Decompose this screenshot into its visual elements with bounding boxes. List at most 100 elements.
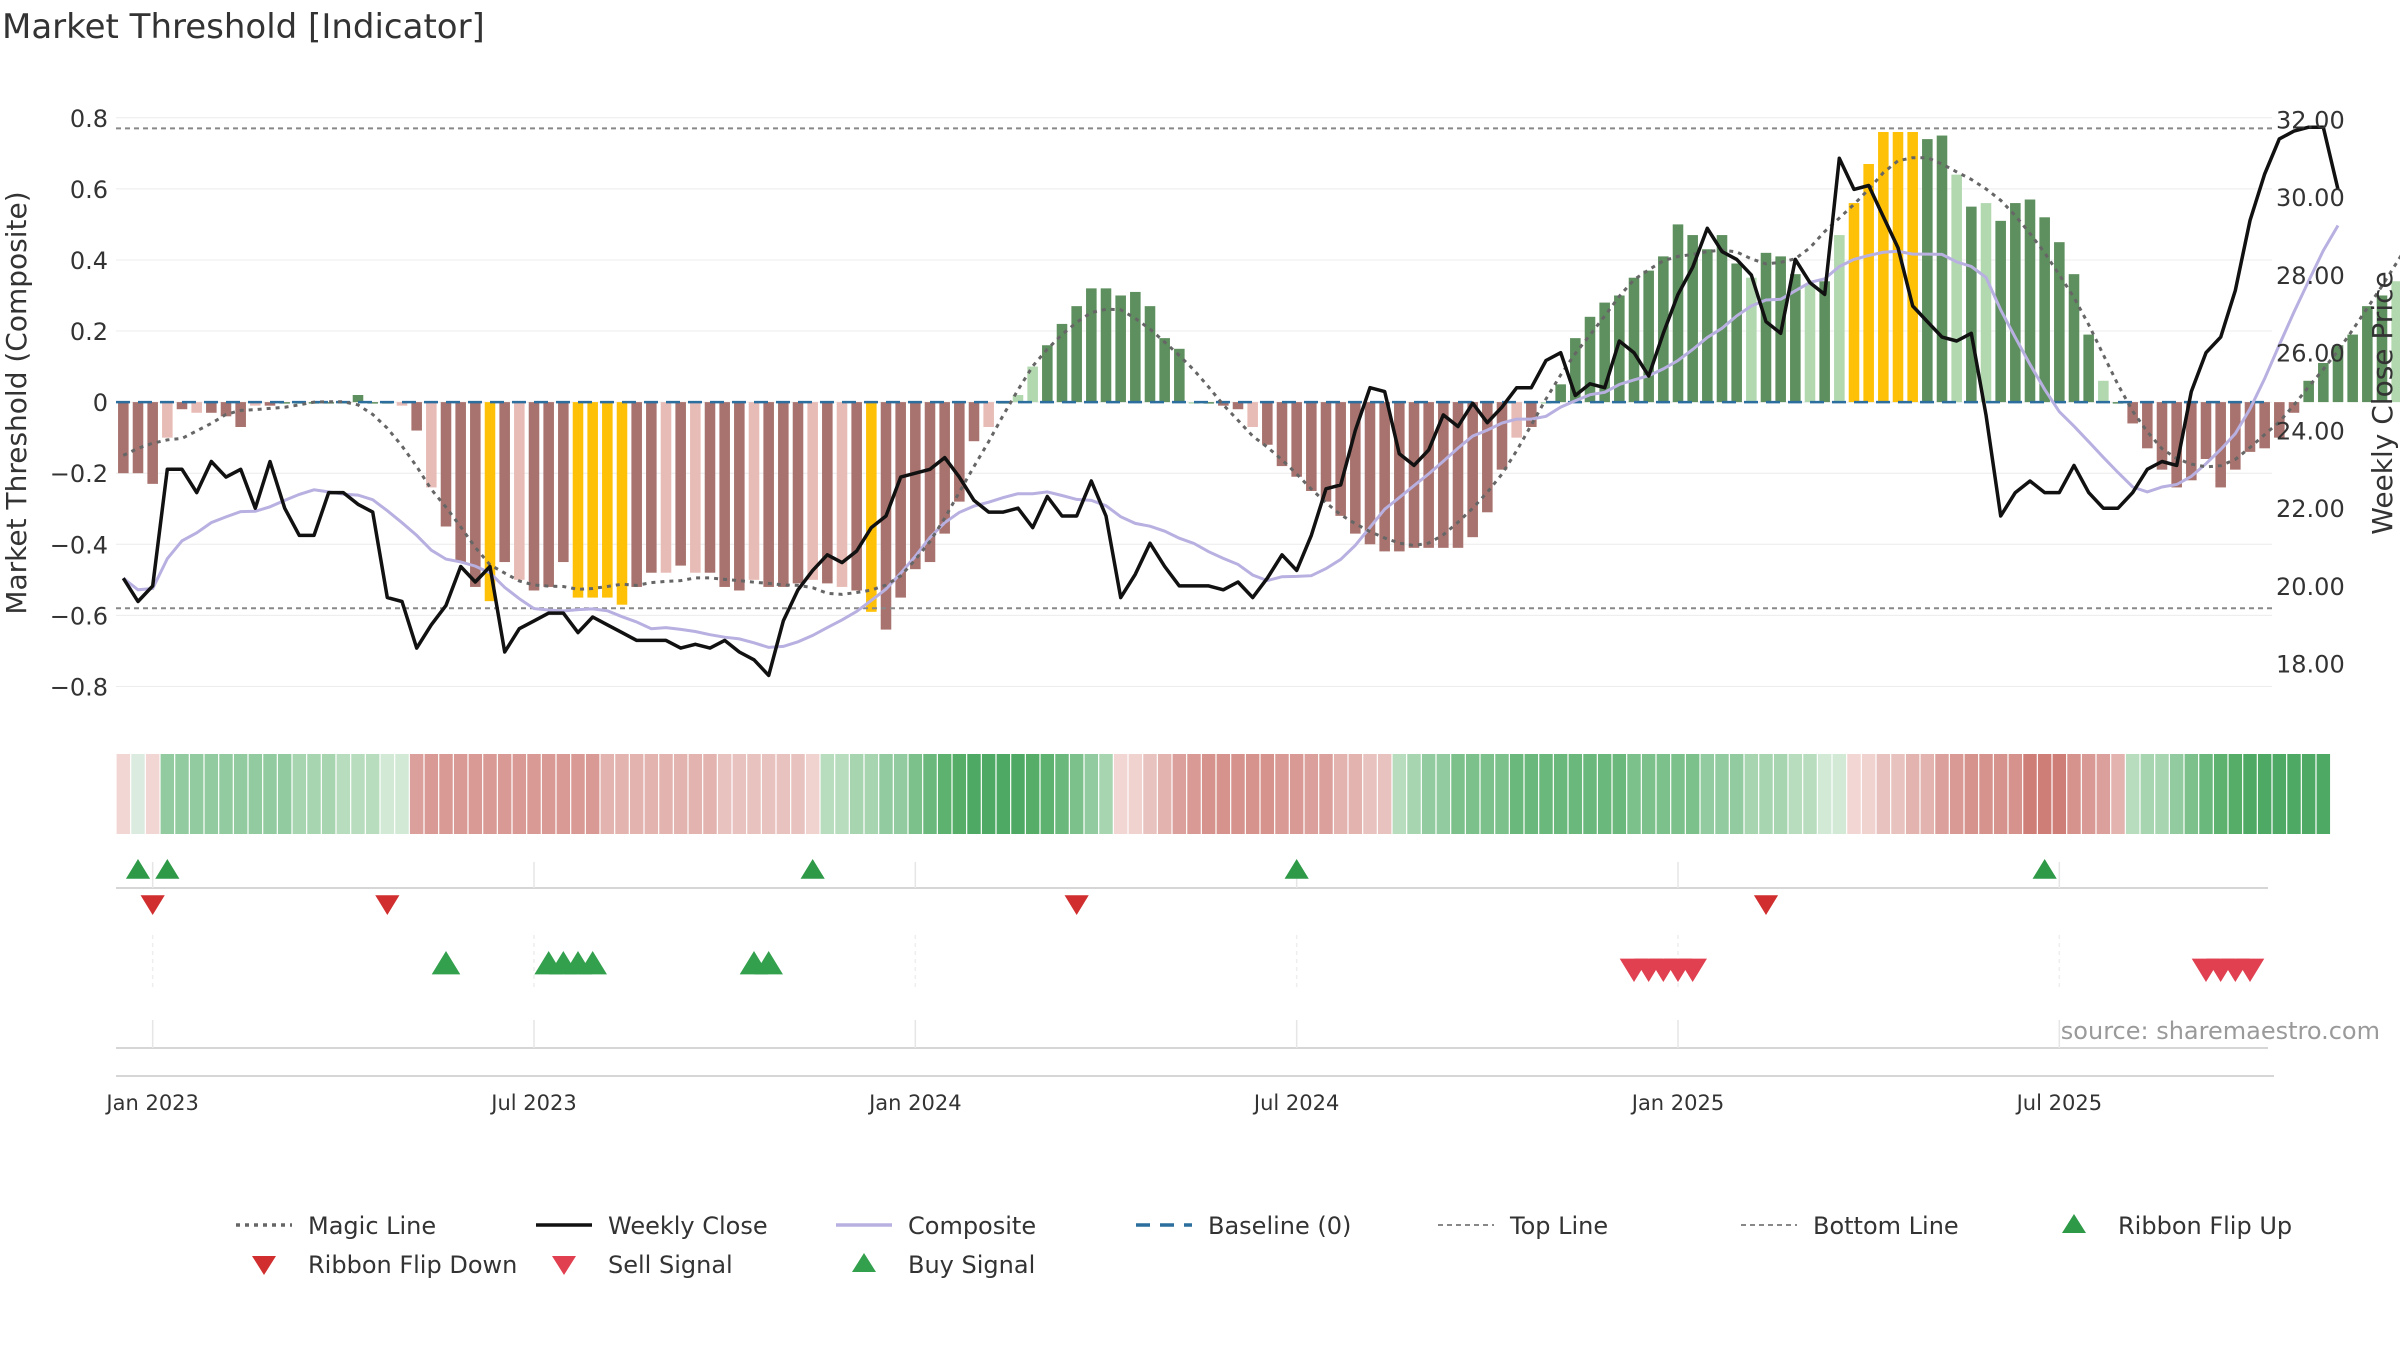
ribbon-cell (1216, 754, 1231, 834)
composite-bar (1834, 235, 1845, 403)
ribbon-cell (600, 754, 615, 834)
composite-bar (1086, 288, 1097, 403)
left-tick-label: 0.4 (70, 247, 108, 275)
ribbon-cell (1275, 754, 1289, 834)
composite-bar (176, 402, 188, 410)
composite-bar (1174, 348, 1185, 403)
ribbon-cell (2272, 754, 2287, 834)
ribbon-cell (1143, 754, 1157, 834)
composite-bar (2274, 402, 2285, 438)
ribbon-cell (160, 754, 175, 834)
ribbon-cell (145, 754, 160, 834)
legend-label: Weekly Close (608, 1212, 768, 1240)
ribbon-cell (1832, 754, 1847, 834)
composite-bar (396, 402, 408, 406)
legend-label: Magic Line (308, 1212, 436, 1240)
composite-bar (1262, 402, 1273, 445)
composite-bar (602, 402, 613, 598)
composite-bar (1922, 139, 1933, 403)
ribbon-flip-down-marker (375, 895, 400, 915)
ribbon-cell (629, 754, 644, 834)
ribbon-cell (1744, 754, 1759, 834)
legend-item: Weekly Close (536, 1212, 768, 1240)
legend-item: Composite (836, 1212, 1036, 1240)
composite-bar (719, 402, 730, 587)
ribbon-cell (761, 754, 776, 834)
ribbon-cell (204, 754, 219, 834)
composite-bar (572, 402, 584, 598)
composite-bar (1218, 402, 1229, 406)
composite-bar (528, 402, 540, 591)
ribbon-cell (1084, 754, 1099, 834)
composite-bar (1526, 402, 1537, 427)
ribbon-cell (1627, 754, 1641, 834)
ribbon-flip-down-marker (1064, 895, 1089, 915)
x-tick-label: Jul 2023 (489, 1091, 576, 1115)
composite-bar (118, 402, 129, 474)
x-tick-label: Jan 2024 (867, 1091, 962, 1115)
composite-bar (1100, 288, 1112, 403)
legend-label: Ribbon Flip Up (2118, 1212, 2292, 1240)
ribbon-cell (1260, 754, 1275, 834)
ribbon-cell (659, 754, 673, 834)
ribbon-cell (2037, 754, 2052, 834)
composite-bar (220, 402, 232, 417)
source-note: source: sharemaestro.com (2061, 1017, 2380, 1045)
composite-bar (1584, 316, 1596, 403)
ribbon-cell (717, 754, 732, 834)
composite-bar (2215, 402, 2226, 488)
ribbon-cell (2140, 754, 2155, 834)
composite-bar (191, 402, 202, 413)
ribbon-cell (1187, 754, 1201, 834)
ribbon-cell (2052, 754, 2067, 834)
ribbon-cell (1539, 754, 1553, 834)
ribbon-cell (116, 754, 131, 834)
ribbon-cell (864, 754, 879, 834)
composite-bar (954, 402, 965, 502)
composite-bar (514, 402, 525, 580)
ribbon-cell (2081, 754, 2096, 834)
ribbon-cell (1524, 754, 1539, 834)
ribbon-cell (424, 754, 439, 834)
buy-signal-marker (578, 951, 607, 975)
ribbon-cell (189, 754, 204, 834)
composite-bar (1555, 384, 1566, 403)
ribbon-flip-down-marker (140, 895, 165, 915)
composite-bar (1936, 135, 1948, 403)
right-axis-ticks: 32.00 30.00 28.00 26.00 24.00 22.00 20.00 18.00 (2276, 106, 2345, 678)
composite-bar (1980, 203, 1992, 403)
ribbon-cell (1451, 754, 1465, 834)
composite-bar (2288, 402, 2300, 413)
ribbon-cell (2023, 754, 2037, 834)
composite-bar (1379, 402, 1390, 552)
ribbon-cell (1055, 754, 1069, 834)
ribbon-cell (849, 754, 864, 834)
legend-item: Buy Signal (852, 1251, 1035, 1279)
composite-bar (162, 402, 173, 438)
legend-label: Ribbon Flip Down (308, 1251, 517, 1279)
right-tick-label: 32.00 (2276, 106, 2345, 134)
ribbon-flip-down-marker (1753, 895, 1779, 915)
composite-bar (1746, 277, 1757, 403)
composite-bar (1159, 338, 1170, 403)
ribbon-cell (277, 754, 292, 834)
ribbon-cell (131, 754, 145, 834)
composite-bar (1408, 402, 1420, 548)
buy-signal-marker (431, 951, 461, 975)
ribbon-cell (1348, 754, 1363, 834)
composite-bar (1907, 131, 1918, 403)
composite-bar (1731, 263, 1742, 403)
ribbon-cell (1407, 754, 1421, 834)
ribbon-cell (1172, 754, 1187, 834)
left-axis-ticks: 0.8 0.6 0.4 0.2 0 −0.2 −0.4 −0.6 −0.8 (50, 105, 108, 702)
ribbon-cell (1231, 754, 1245, 834)
composite-bar (2347, 334, 2358, 403)
ribbon-cell (1773, 754, 1788, 834)
composite-bar (426, 402, 437, 488)
ribbon-cell (2243, 754, 2257, 834)
composite-bar (206, 402, 217, 413)
composite-bar (1320, 402, 1332, 502)
left-tick-label: −0.2 (50, 460, 108, 488)
composite-bar (1716, 235, 1728, 403)
composite-bar (836, 402, 848, 587)
